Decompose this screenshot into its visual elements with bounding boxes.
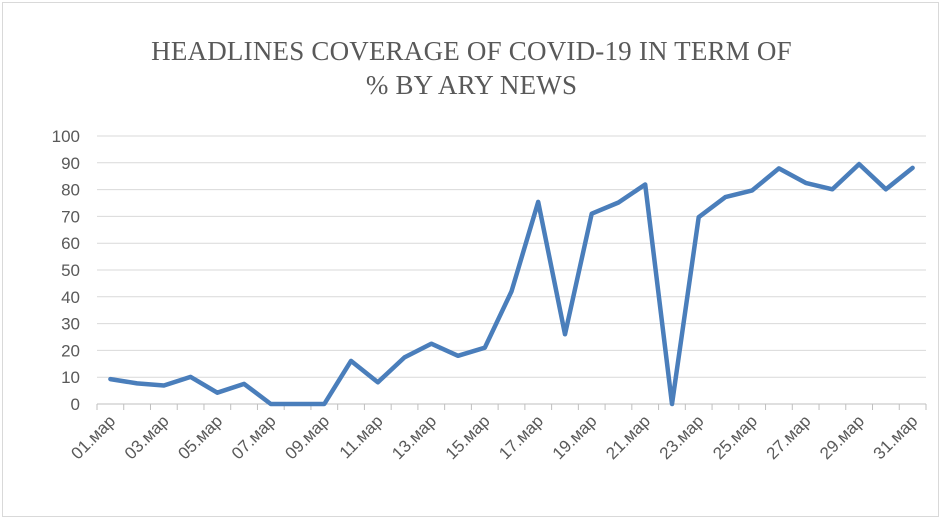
- y-tick-label: 30: [61, 315, 80, 334]
- chart-title-line-1: HEADLINES COVERAGE OF COVID-19 IN TERM O…: [151, 36, 792, 66]
- x-tick-label: 03.мар: [121, 411, 173, 463]
- data-point: [857, 162, 861, 166]
- data-point: [670, 402, 674, 406]
- x-tick-label: 07.мар: [228, 411, 280, 463]
- x-tick-label: 19.мар: [549, 411, 601, 463]
- data-point: [322, 402, 326, 406]
- data-point: [188, 375, 192, 379]
- series-line: [108, 161, 915, 407]
- y-tick-label: 80: [61, 181, 80, 200]
- data-point: [483, 346, 487, 350]
- y-axis-ticks: 0 10 20 30 40 50 60 70 80 90 100: [52, 127, 80, 414]
- x-tick-label: 31.мар: [870, 411, 922, 463]
- y-tick-label: 50: [61, 261, 80, 280]
- x-tick-label: 25.мар: [709, 411, 761, 463]
- data-point: [723, 195, 727, 199]
- data-point: [509, 289, 513, 293]
- data-point: [643, 182, 647, 186]
- x-tick-label: 21.мар: [602, 411, 654, 463]
- data-point: [162, 383, 166, 387]
- x-axis-ticks: 01.мар 03.мар 05.мар 07.мар 09.мар 11.мар 13.м…: [67, 411, 921, 463]
- data-point: [108, 377, 112, 381]
- data-point: [402, 355, 406, 359]
- data-point: [750, 188, 754, 192]
- y-tick-label: 20: [61, 341, 80, 360]
- y-tick-label: 100: [52, 127, 80, 146]
- y-tick-label: 40: [61, 288, 80, 307]
- data-point: [803, 181, 807, 185]
- chart-title: HEADLINES COVERAGE OF COVID-19 IN TERM O…: [0, 34, 943, 102]
- data-point: [777, 166, 781, 170]
- data-point: [563, 332, 567, 336]
- x-axis: [96, 403, 927, 410]
- x-tick-label: 17.мар: [495, 411, 547, 463]
- data-point: [215, 391, 219, 395]
- data-point: [456, 354, 460, 358]
- x-tick-label: 29.мар: [816, 411, 868, 463]
- data-point: [429, 342, 433, 346]
- gridlines: [97, 135, 926, 378]
- data-point: [884, 187, 888, 191]
- y-tick-label: 90: [61, 154, 80, 173]
- data-point: [242, 382, 246, 386]
- y-tick-label: 0: [71, 395, 80, 414]
- data-point: [135, 381, 139, 385]
- data-point: [536, 200, 540, 204]
- x-tick-label: 13.мар: [388, 411, 440, 463]
- x-tick-label: 09.мар: [281, 411, 333, 463]
- x-tick-label: 15.мар: [442, 411, 494, 463]
- y-tick-label: 10: [61, 368, 80, 387]
- y-tick-label: 70: [61, 207, 80, 226]
- data-point: [616, 200, 620, 204]
- data-point: [830, 187, 834, 191]
- data-point: [295, 402, 299, 406]
- x-tick-label: 11.мар: [336, 411, 387, 462]
- x-tick-label: 27.мар: [763, 411, 815, 463]
- data-point: [910, 166, 914, 170]
- data-point: [349, 359, 353, 363]
- data-point: [269, 402, 273, 406]
- y-tick-label: 60: [61, 234, 80, 253]
- x-tick-label: 05.мар: [174, 411, 226, 463]
- chart-title-line-2: % BY ARY NEWS: [365, 70, 578, 100]
- data-point: [696, 215, 700, 219]
- data-point: [590, 212, 594, 216]
- series-layer: [108, 161, 915, 407]
- data-point: [376, 380, 380, 384]
- x-tick-label: 23.мар: [656, 411, 708, 463]
- x-tick-label: 01.мар: [67, 411, 119, 463]
